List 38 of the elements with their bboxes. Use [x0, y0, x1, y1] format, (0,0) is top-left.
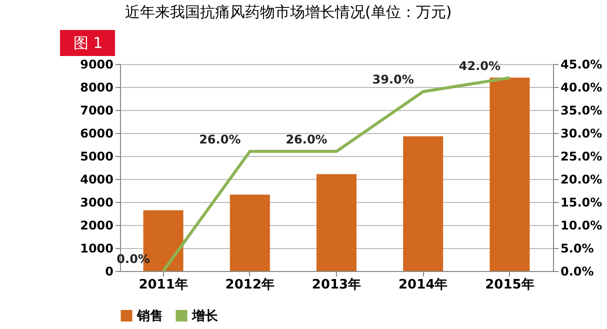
y2-tick-label: 45.0%: [560, 58, 602, 72]
data-label: 26.0%: [199, 132, 241, 146]
data-label: 42.0%: [458, 58, 501, 73]
y2-tick-label: 20.0%: [560, 172, 602, 186]
y2-tick-label: 0.0%: [560, 264, 594, 278]
legend-label: 销售: [136, 308, 163, 324]
x-tick-label: 2015年: [485, 278, 534, 292]
y2-tick-label: 30.0%: [560, 126, 602, 140]
y-tick-label: 9000: [80, 58, 114, 72]
bar: [230, 194, 270, 271]
y-tick-label: 0: [105, 264, 114, 278]
bar: [316, 174, 356, 271]
data-label: 39.0%: [372, 72, 414, 87]
y-tick-label: 4000: [80, 172, 114, 186]
x-tick-label: 2014年: [398, 278, 448, 292]
y-tick-label: 1000: [80, 242, 114, 256]
y-tick-label: 2000: [80, 218, 114, 232]
bar: [403, 136, 444, 271]
y2-tick-label: 15.0%: [560, 196, 602, 210]
line-series: [162, 76, 512, 272]
y2-tick-label: 35.0%: [560, 104, 602, 118]
y-tick-label: 7000: [80, 104, 114, 118]
y-tick-label: 8000: [80, 80, 114, 94]
caption: 图 1: [73, 34, 103, 52]
bar: [490, 78, 530, 271]
y-tick-label: 6000: [80, 126, 114, 140]
y2-tick-label: 5.0%: [560, 242, 594, 256]
y2-tick-label: 25.0%: [560, 150, 602, 164]
legend-label: 增长: [191, 308, 219, 324]
chart-title: 近年来我国抗痛风药物市场增长情况(单位：万元): [125, 3, 452, 21]
x-tick-label: 2011年: [138, 278, 188, 292]
y-tick-label: 5000: [80, 150, 114, 164]
x-tick-label: 2012年: [225, 278, 274, 292]
x-tick-label: 2013年: [312, 278, 362, 292]
y-tick-label: 3000: [80, 196, 114, 210]
y2-tick-label: 10.0%: [560, 218, 602, 232]
y2-tick-label: 40.0%: [560, 80, 602, 94]
data-label: 26.0%: [286, 132, 328, 146]
